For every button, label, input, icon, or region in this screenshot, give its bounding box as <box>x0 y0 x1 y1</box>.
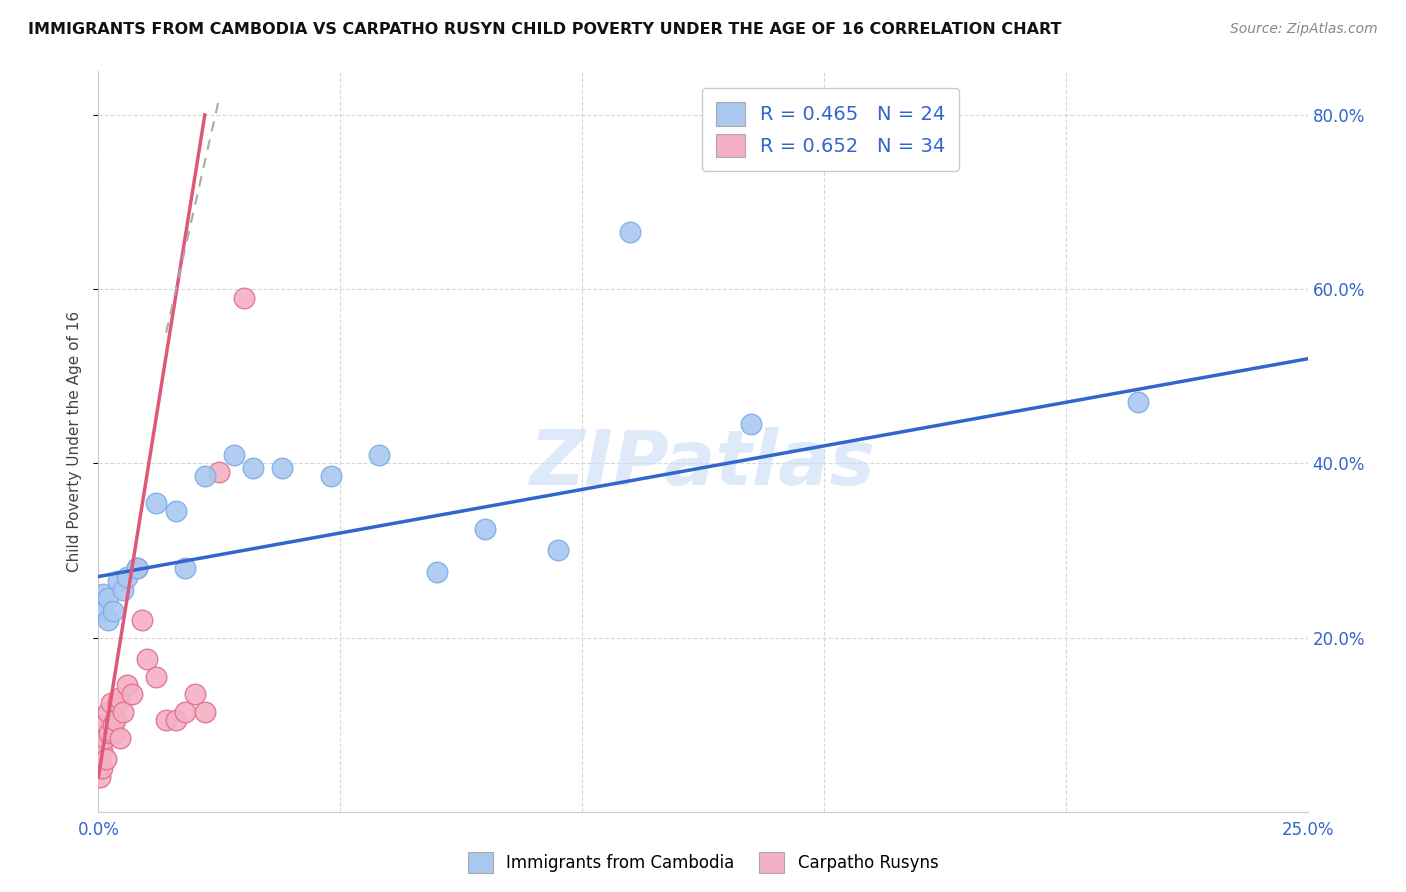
Y-axis label: Child Poverty Under the Age of 16: Child Poverty Under the Age of 16 <box>67 311 83 572</box>
Point <box>107 574 129 588</box>
Point <box>117 569 139 583</box>
Point <box>107 696 129 710</box>
Legend: R = 0.465   N = 24, R = 0.652   N = 34: R = 0.465 N = 24, R = 0.652 N = 34 <box>702 88 959 171</box>
Point <box>155 713 177 727</box>
Point <box>145 670 167 684</box>
Point <box>100 696 122 710</box>
Text: IMMIGRANTS FROM CAMBODIA VS CARPATHO RUSYN CHILD POVERTY UNDER THE AGE OF 16 COR: IMMIGRANTS FROM CAMBODIA VS CARPATHO RUS… <box>28 22 1062 37</box>
Point <box>174 705 197 719</box>
Point <box>89 770 111 784</box>
Point <box>271 460 294 475</box>
Point <box>91 587 114 601</box>
Point <box>97 613 120 627</box>
Point <box>111 582 134 597</box>
Point <box>101 604 124 618</box>
Point <box>232 291 254 305</box>
Point <box>194 469 217 483</box>
Point <box>1128 395 1150 409</box>
Point <box>145 495 167 509</box>
Point <box>184 687 207 701</box>
Point <box>90 761 112 775</box>
Point <box>101 717 124 731</box>
Point <box>131 613 153 627</box>
Point <box>91 604 114 618</box>
Point <box>194 705 217 719</box>
Point <box>121 687 143 701</box>
Point <box>108 731 131 745</box>
Point <box>208 465 231 479</box>
Legend: Immigrants from Cambodia, Carpatho Rusyns: Immigrants from Cambodia, Carpatho Rusyn… <box>461 846 945 880</box>
Point <box>104 713 127 727</box>
Point <box>474 522 496 536</box>
Point <box>89 752 111 766</box>
Point <box>97 591 120 606</box>
Text: Source: ZipAtlas.com: Source: ZipAtlas.com <box>1230 22 1378 37</box>
Point <box>135 652 157 666</box>
Point <box>94 731 117 745</box>
Point <box>319 469 342 483</box>
Point <box>97 705 120 719</box>
Text: ZIPatlas: ZIPatlas <box>530 426 876 500</box>
Point <box>111 705 134 719</box>
Point <box>117 678 139 692</box>
Point <box>740 417 762 431</box>
Point <box>165 713 187 727</box>
Point <box>96 752 118 766</box>
Point <box>89 761 111 775</box>
Point <box>90 735 112 749</box>
Point <box>174 561 197 575</box>
Point <box>103 726 125 740</box>
Point <box>98 726 121 740</box>
Point <box>222 448 245 462</box>
Point <box>127 561 149 575</box>
Point <box>619 226 641 240</box>
Point <box>426 565 449 579</box>
Point <box>107 691 129 706</box>
Point <box>93 717 115 731</box>
Point <box>91 726 114 740</box>
Point <box>368 448 391 462</box>
Point <box>127 561 149 575</box>
Point <box>547 543 569 558</box>
Point <box>165 504 187 518</box>
Point <box>91 744 114 758</box>
Point <box>242 460 264 475</box>
Point <box>90 744 112 758</box>
